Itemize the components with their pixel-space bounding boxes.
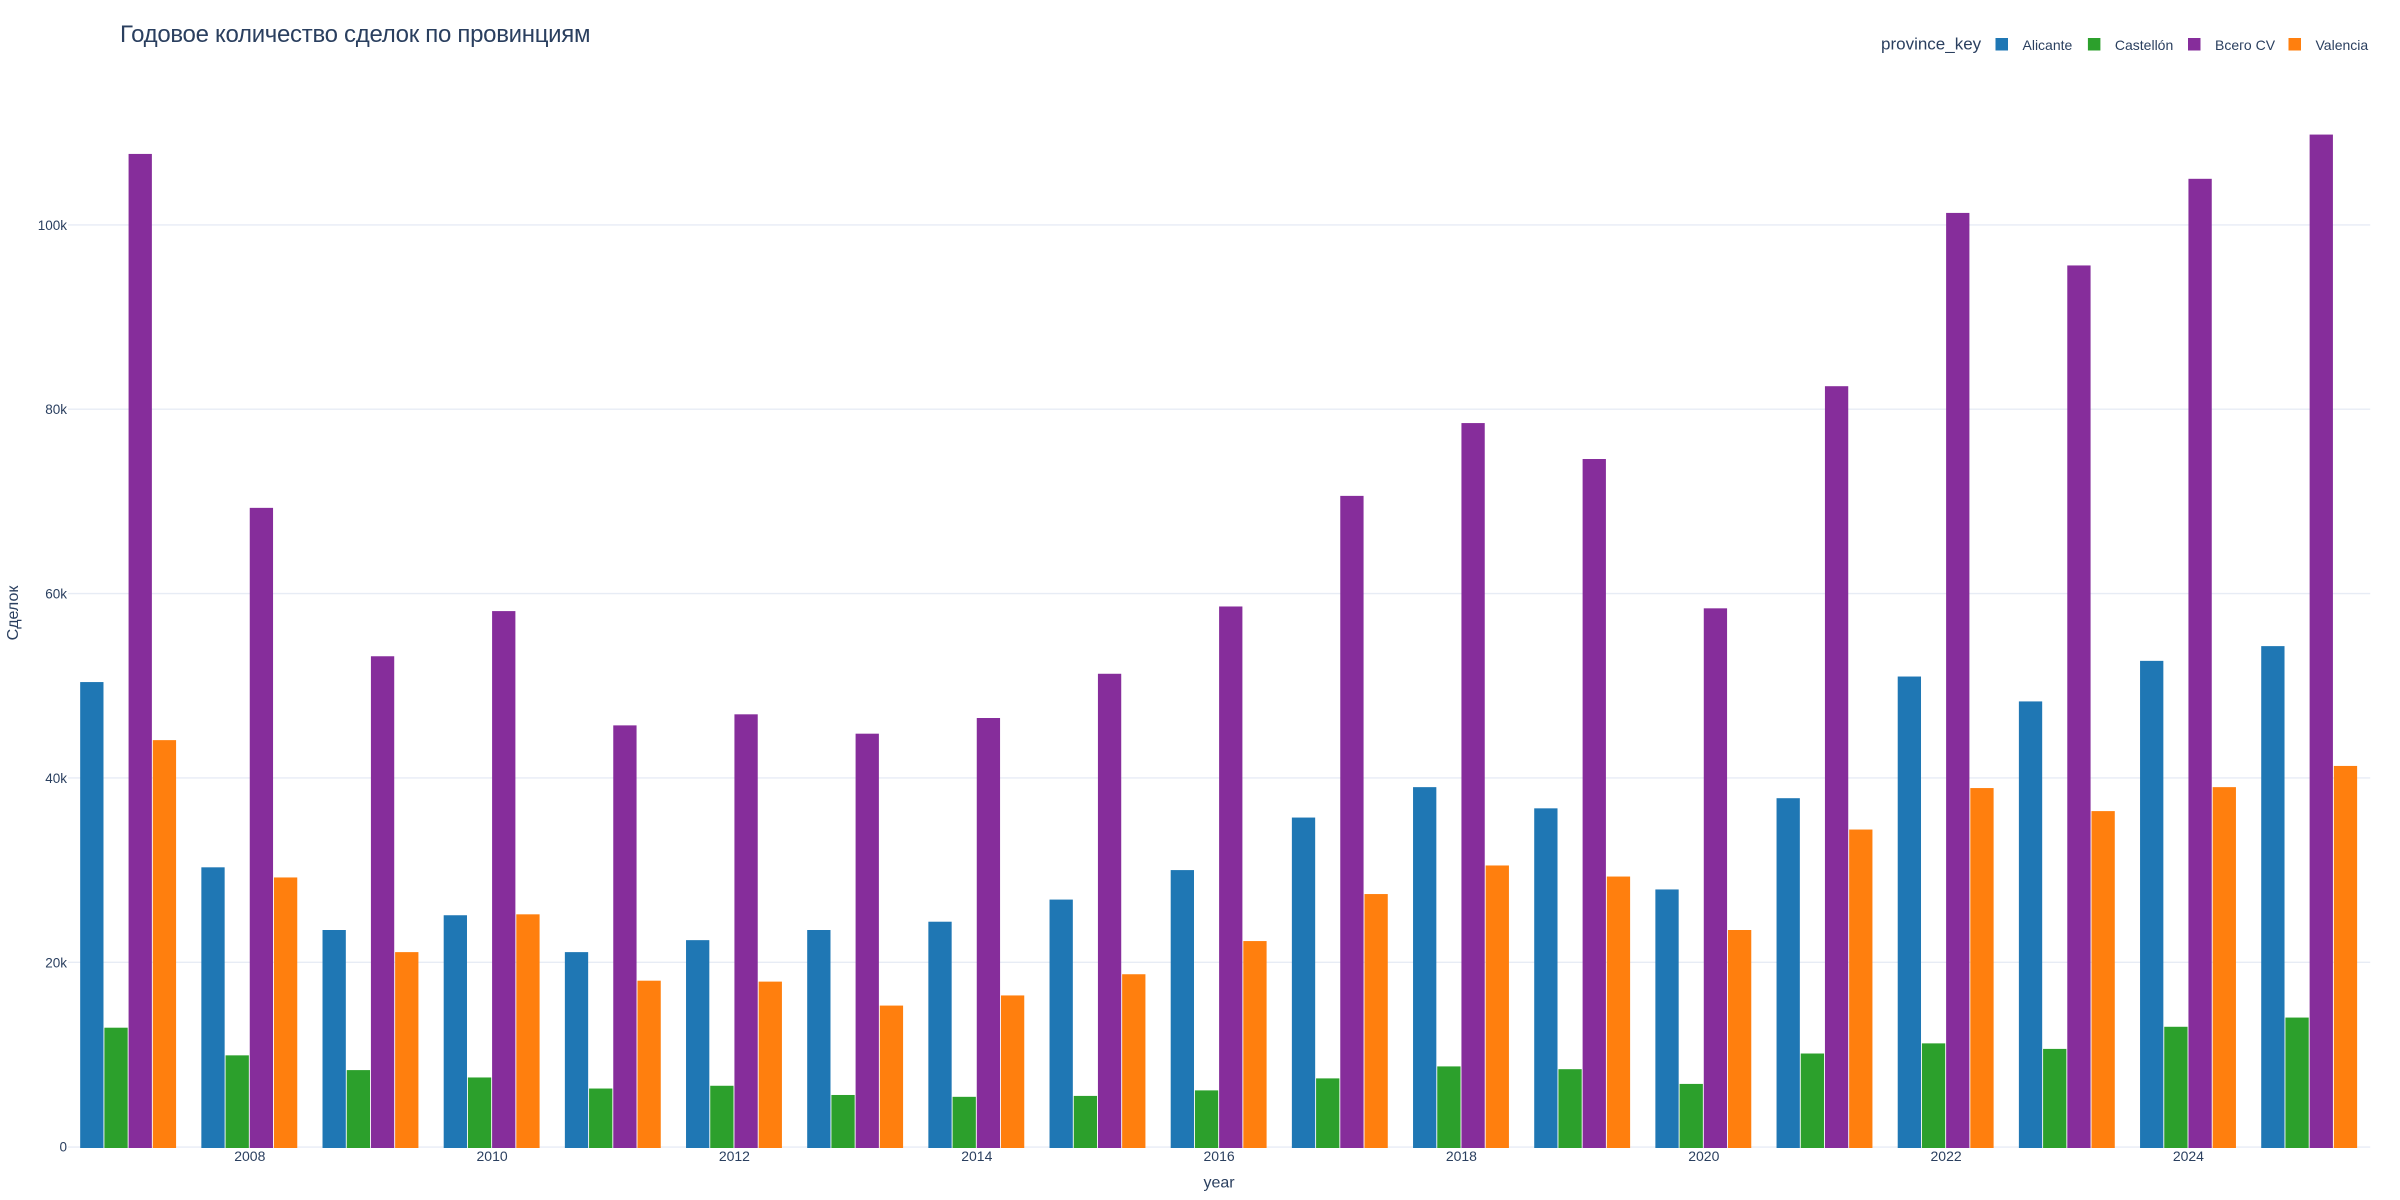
svg-text:Сделок: Сделок [5, 585, 22, 641]
svg-text:2016: 2016 [1204, 1148, 1235, 1164]
svg-text:Alicante: Alicante [2023, 37, 2073, 53]
svg-text:40k: 40k [45, 771, 67, 786]
svg-text:year: year [1203, 1174, 1235, 1191]
svg-text:2022: 2022 [1931, 1148, 1962, 1164]
svg-text:20k: 20k [45, 955, 67, 970]
svg-text:Всего CV: Всего CV [2215, 37, 2276, 53]
svg-text:Valencia: Valencia [2316, 37, 2369, 53]
svg-text:60k: 60k [45, 587, 67, 602]
svg-text:2014: 2014 [961, 1148, 992, 1164]
svg-text:2018: 2018 [1446, 1148, 1477, 1164]
svg-text:0: 0 [59, 1140, 67, 1155]
svg-text:province_key: province_key [1881, 35, 1982, 54]
svg-text:Годовое количество сделок по п: Годовое количество сделок по провинциям [120, 21, 590, 48]
svg-text:2012: 2012 [719, 1148, 750, 1164]
svg-text:2008: 2008 [234, 1148, 265, 1164]
svg-text:2010: 2010 [477, 1148, 508, 1164]
svg-text:Castellón: Castellón [2115, 37, 2173, 53]
svg-text:100k: 100k [38, 218, 68, 233]
svg-text:2020: 2020 [1688, 1148, 1719, 1164]
svg-text:2024: 2024 [2173, 1148, 2204, 1164]
svg-text:80k: 80k [45, 402, 67, 417]
